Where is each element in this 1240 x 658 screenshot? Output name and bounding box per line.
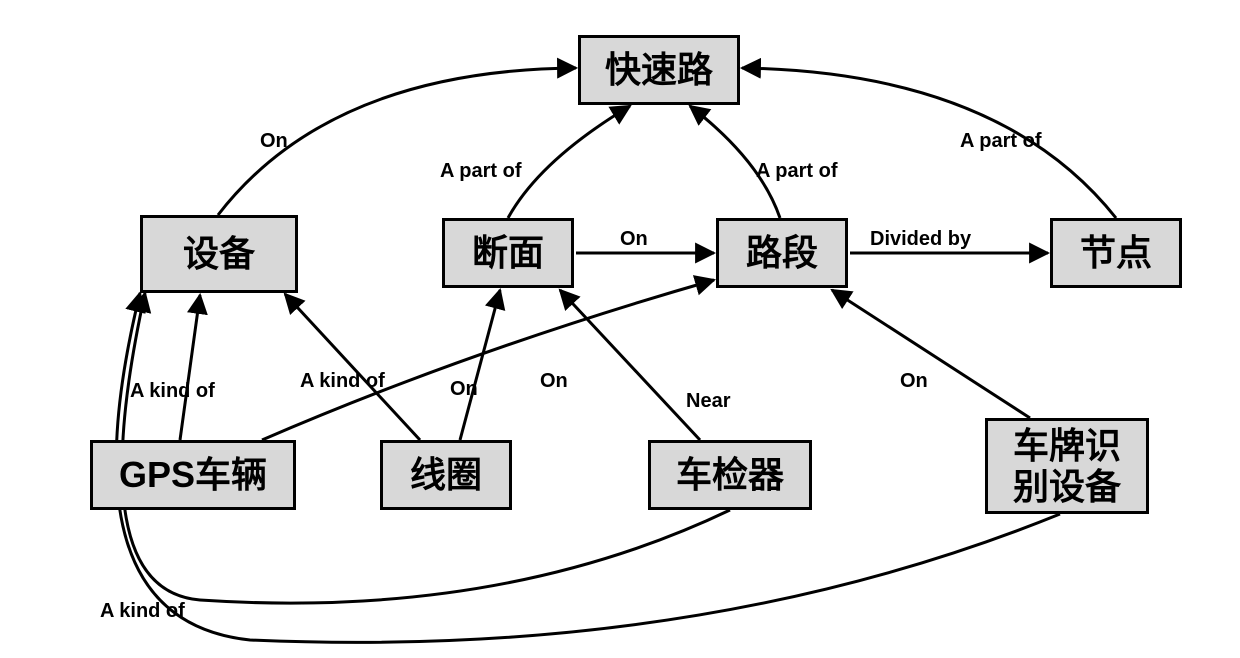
edge-label-node-to-expressway: A part of: [960, 130, 1041, 153]
edge-label-gps-to-device: A kind of: [130, 380, 215, 403]
node-node: 节点: [1050, 218, 1182, 288]
node-lpr: 车牌识 别设备: [985, 418, 1149, 514]
node-label: 快速路: [605, 49, 713, 90]
node-label: 路段: [746, 232, 818, 273]
node-segment: 路段: [716, 218, 848, 288]
node-label: 设备: [183, 233, 255, 274]
edge-label-segment-to-expressway: A part of: [756, 160, 837, 183]
node-label: 车检器: [676, 454, 784, 495]
edge-coil-to-device: [285, 294, 420, 440]
diagram-canvas: 快速路设备 断面 路段 节点 GPS车辆 线圈 车检器 车牌识 别设备 On A part of…: [0, 0, 1240, 658]
edge-label-coil-to-section: On: [540, 370, 568, 393]
node-label: GPS车辆: [119, 454, 267, 495]
node-label: 线圈: [410, 454, 482, 495]
edge-segment-to-expressway: [690, 106, 780, 218]
edge-coil-to-section: [460, 290, 500, 440]
edge-label-section-to-segment: On: [620, 228, 648, 251]
node-expressway: 快速路: [578, 35, 740, 105]
node-label: 断面: [472, 232, 544, 273]
edge-label-coil-to-device: A kind of: [300, 370, 385, 393]
edge-label-detector-to-device: A kind of: [100, 600, 185, 623]
node-gps: GPS车辆: [90, 440, 296, 510]
node-section: 断面: [442, 218, 574, 288]
edge-label-device-to-expressway: On: [260, 130, 288, 153]
edge-detector-to-section: [560, 290, 700, 440]
edge-label-gps-to-segment: On: [450, 378, 478, 401]
edge-gps-to-segment: [262, 280, 714, 440]
edge-label-lpr-to-segment: On: [900, 370, 928, 393]
node-label: 节点: [1080, 232, 1152, 273]
node-detector: 车检器: [648, 440, 812, 510]
node-label: 车牌识 别设备: [1013, 425, 1121, 508]
node-coil: 线圈: [380, 440, 512, 510]
edge-lpr-to-segment: [832, 290, 1030, 418]
edge-label-section-to-expressway: A part of: [440, 160, 521, 183]
edge-label-segment-to-node: Divided by: [870, 228, 971, 251]
edge-node-to-expressway: [742, 68, 1116, 218]
edge-section-to-expressway: [508, 106, 630, 218]
edge-label-detector-to-section: Near: [686, 390, 730, 413]
edge-device-to-expressway: [218, 68, 576, 215]
node-device: 设备: [140, 215, 298, 293]
edge-gps-to-device: [180, 295, 200, 440]
